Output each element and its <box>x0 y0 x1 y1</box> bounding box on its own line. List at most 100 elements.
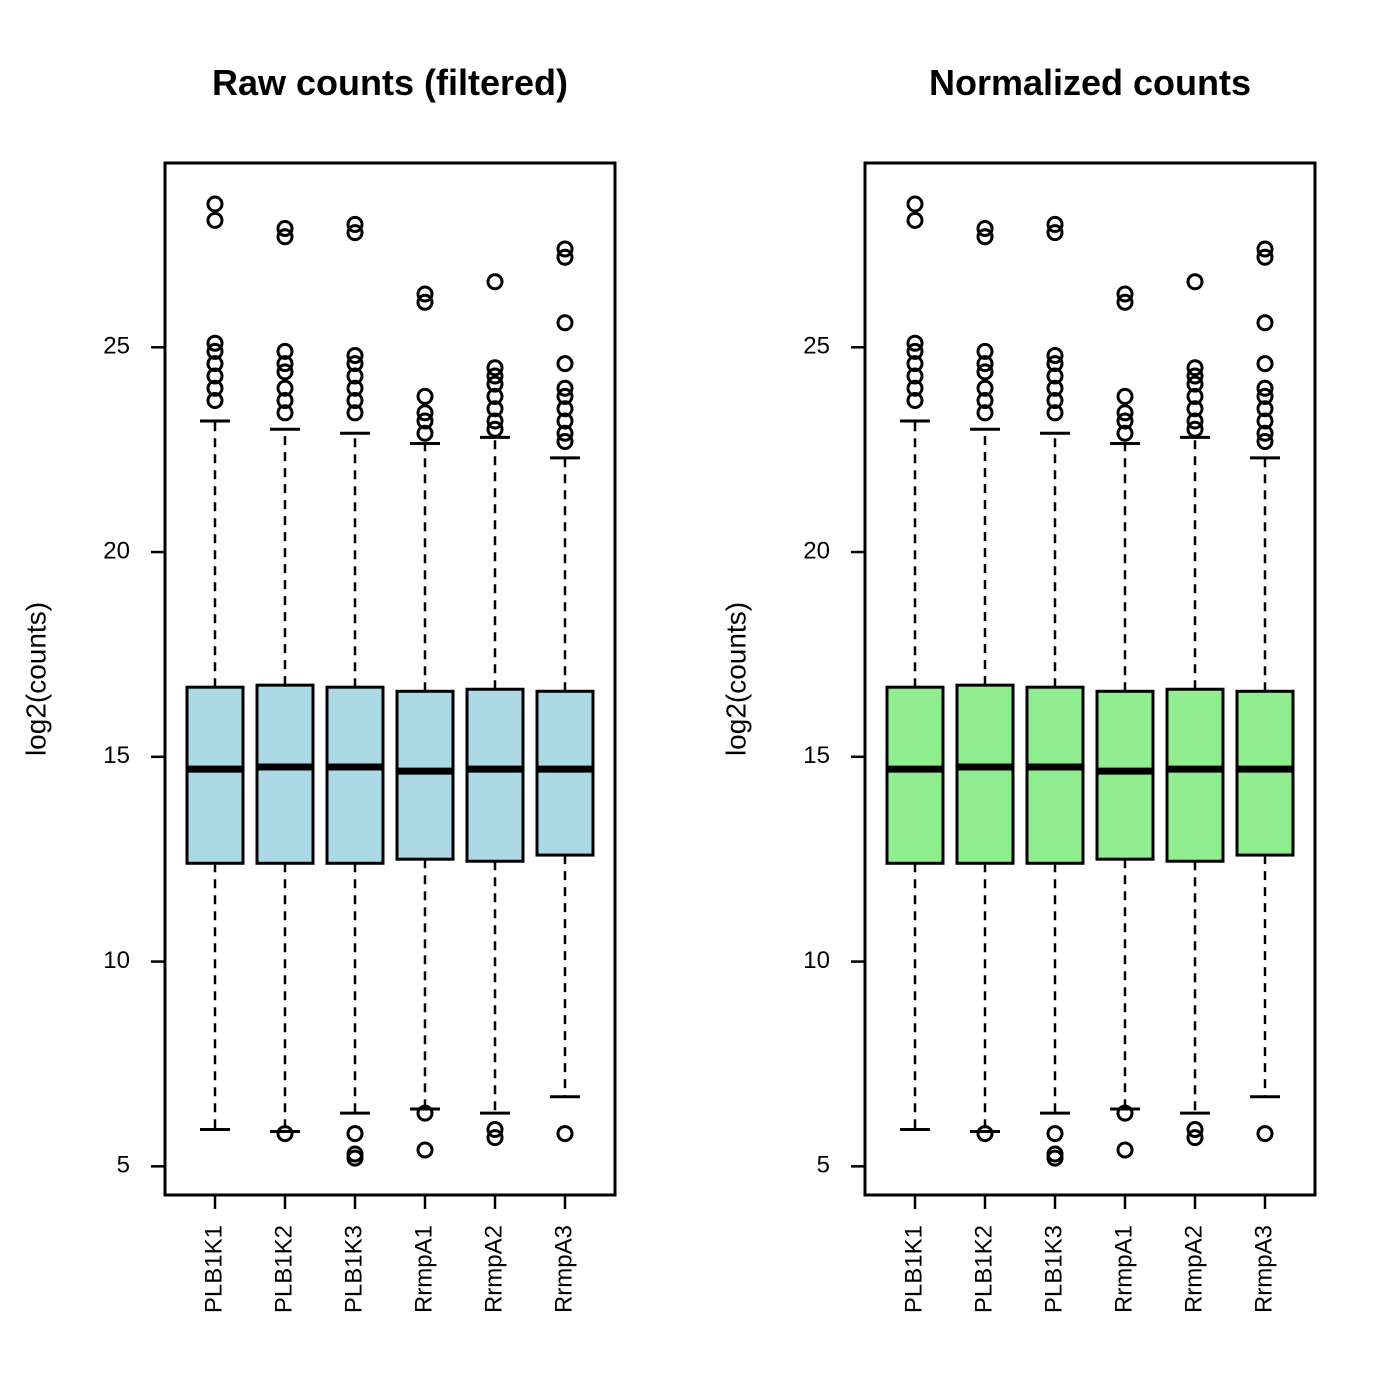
outlier-point <box>206 367 224 385</box>
outlier-point <box>556 240 574 258</box>
outlier-point <box>206 392 224 410</box>
outlier-point <box>276 342 294 360</box>
y-tick-label: 10 <box>103 947 130 974</box>
outlier-point <box>346 392 364 410</box>
iqr-box <box>325 685 385 865</box>
outlier-point <box>1256 248 1274 266</box>
outlier-point <box>906 367 924 385</box>
y-tick-label: 5 <box>117 1152 130 1179</box>
outlier-point <box>1046 404 1064 422</box>
outlier-point <box>486 387 504 405</box>
box-plb1k3 <box>1025 215 1085 1167</box>
box-plb1k2 <box>955 220 1015 1143</box>
outlier-point <box>906 392 924 410</box>
outlier-point <box>976 363 994 381</box>
outlier-point <box>276 355 294 373</box>
outlier-point <box>1186 400 1204 418</box>
outlier-point <box>416 1104 434 1122</box>
outlier-point <box>416 404 434 422</box>
outlier-point <box>486 367 504 385</box>
outlier-point <box>1256 412 1274 430</box>
iqr-box <box>535 689 595 857</box>
x-tick-label: RrmpA1 <box>1110 1225 1137 1313</box>
outlier-point <box>976 379 994 397</box>
chart-title: Raw counts (filtered) <box>212 62 568 103</box>
outlier-point <box>976 355 994 373</box>
outlier-point <box>276 379 294 397</box>
outlier-point <box>976 228 994 246</box>
outlier-point <box>1256 314 1274 332</box>
iqr-box <box>1025 685 1085 865</box>
outlier-point <box>1116 293 1134 311</box>
raw-counts-panel: Raw counts (filtered) log2(counts) 5 10 15 20… <box>20 62 617 1313</box>
outlier-point <box>976 342 994 360</box>
iqr-box <box>395 689 455 861</box>
outlier-point <box>556 314 574 332</box>
outlier-point <box>1186 420 1204 438</box>
outlier-point <box>1116 424 1134 442</box>
outlier-point <box>206 211 224 229</box>
iqr-box <box>185 685 245 865</box>
outlier-point <box>1256 1125 1274 1143</box>
outlier-point <box>1256 387 1274 405</box>
x-tick-label: RrmpA2 <box>1180 1225 1207 1313</box>
outlier-point <box>486 412 504 430</box>
outlier-point <box>1186 1129 1204 1147</box>
outlier-point <box>1046 367 1064 385</box>
x-tick-label: PLB1K3 <box>1040 1225 1067 1313</box>
outlier-point <box>276 228 294 246</box>
iqr-box <box>1095 689 1155 861</box>
outlier-point <box>346 379 364 397</box>
box-rrmpa1 <box>1095 285 1155 1159</box>
outlier-point <box>906 334 924 352</box>
chart-title: Normalized counts <box>929 62 1251 103</box>
outlier-point <box>1186 375 1204 393</box>
outlier-point <box>1116 404 1134 422</box>
plot-frame <box>863 161 1317 1197</box>
outlier-point <box>556 379 574 397</box>
outlier-point <box>556 248 574 266</box>
y-tick-label: 20 <box>103 537 130 564</box>
x-tick-label: RrmpA3 <box>550 1225 577 1313</box>
y-tick-label: 25 <box>803 333 830 360</box>
outlier-point <box>556 1125 574 1143</box>
outlier-point <box>1116 387 1134 405</box>
outlier-point <box>1116 285 1134 303</box>
y-tick-label: 15 <box>103 742 130 769</box>
outlier-point <box>1046 224 1064 242</box>
box-rrmpa2 <box>1165 273 1225 1147</box>
outlier-point <box>1046 1125 1064 1143</box>
outlier-point <box>346 367 364 385</box>
outlier-point <box>276 392 294 410</box>
plot-frame <box>163 161 617 1197</box>
outlier-point <box>1256 355 1274 373</box>
iqr-box <box>1165 687 1225 863</box>
outlier-point <box>1046 1149 1064 1167</box>
outlier-point <box>1046 379 1064 397</box>
outlier-point <box>556 387 574 405</box>
outlier-point <box>556 400 574 418</box>
y-axis-label: log2(counts) <box>720 602 751 756</box>
outlier-point <box>486 1129 504 1147</box>
outlier-point <box>346 224 364 242</box>
box-rrmpa2 <box>465 273 525 1147</box>
outlier-point <box>906 211 924 229</box>
outlier-point <box>416 293 434 311</box>
outlier-point <box>1186 359 1204 377</box>
outlier-point <box>1256 424 1274 442</box>
outlier-point <box>346 1149 364 1167</box>
outlier-point <box>1186 367 1204 385</box>
box-rrmpa3 <box>1235 240 1295 1143</box>
outlier-point <box>1256 432 1274 450</box>
outlier-point <box>416 1141 434 1159</box>
outlier-point <box>906 342 924 360</box>
outlier-point <box>486 359 504 377</box>
outlier-point <box>206 355 224 373</box>
outlier-point <box>416 387 434 405</box>
iqr-box <box>885 685 945 865</box>
box-plb1k1 <box>185 195 245 1131</box>
y-tick-label: 15 <box>803 742 830 769</box>
outlier-point <box>416 285 434 303</box>
iqr-box <box>955 683 1015 865</box>
